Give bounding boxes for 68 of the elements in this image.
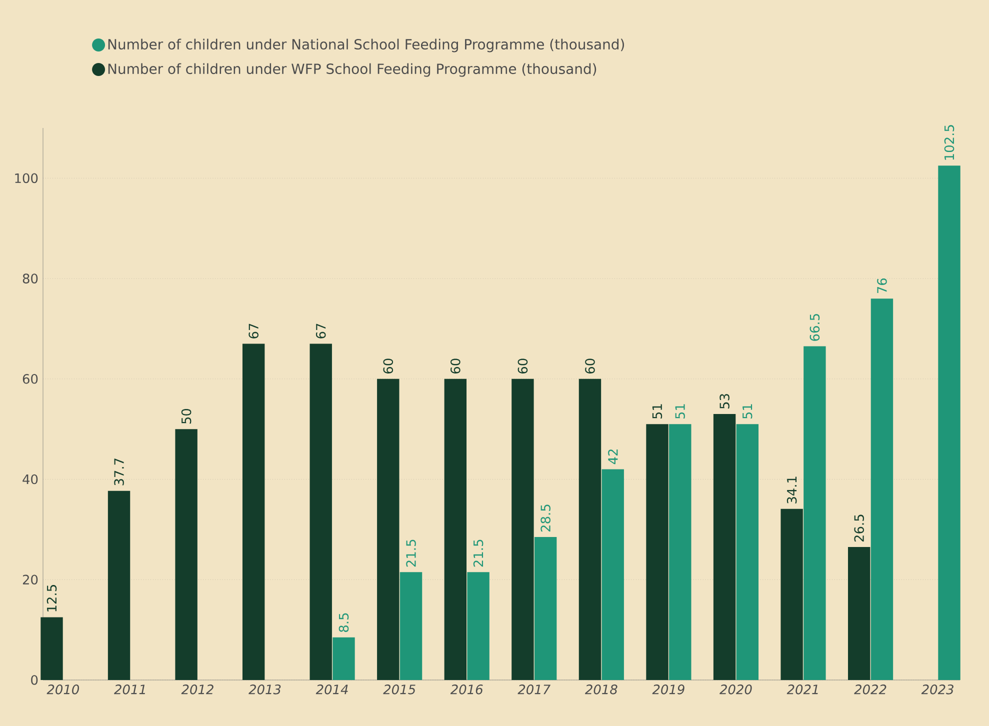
bar [534, 536, 557, 680]
data-label: 53 [720, 394, 730, 409]
x-tick-label: 2015 [383, 684, 416, 694]
data-label: 8.5 [338, 613, 349, 632]
data-label: 66.5 [810, 314, 820, 341]
data-label: 50 [181, 408, 192, 424]
bar [780, 508, 803, 680]
bar [848, 547, 870, 680]
bar [870, 298, 894, 680]
data-label: 28.5 [540, 504, 550, 532]
data-label: 67 [316, 324, 326, 338]
bar [602, 469, 624, 680]
x-tick-label: 2019 [652, 684, 684, 694]
data-label: 60 [450, 358, 460, 374]
bar [444, 378, 467, 680]
x-tick-label: 2011 [114, 684, 145, 694]
x-tick-label: 2012 [181, 684, 214, 694]
bar [713, 414, 736, 680]
x-tick-label: 2014 [316, 684, 348, 694]
data-label: 51 [652, 404, 662, 419]
y-tick-label: 100 [15, 173, 38, 184]
bar [736, 424, 759, 680]
data-label: 76 [877, 278, 887, 294]
data-label: 67 [248, 324, 258, 338]
y-tick-label: 80 [22, 274, 38, 284]
x-tick-label: 2016 [450, 684, 483, 694]
x-tick-label: 2018 [584, 684, 618, 694]
legend-label: Number of children under National School Feeding Programme (thousand) [108, 38, 624, 52]
data-label: 21.5 [406, 540, 416, 567]
bar [400, 572, 422, 680]
data-label: 21.5 [473, 540, 484, 567]
data-label: 37.7 [114, 458, 124, 486]
x-tick-label: 2010 [46, 684, 80, 694]
y-tick-label: 40 [22, 474, 38, 484]
bar [938, 166, 960, 680]
bar [332, 637, 355, 680]
bar [175, 429, 198, 680]
data-label: 12.5 [46, 585, 57, 612]
data-label: 42 [608, 450, 618, 464]
data-label: 51 [742, 404, 752, 419]
x-tick-label: 2013 [248, 684, 281, 694]
data-label: 60 [585, 358, 595, 374]
data-label: 51 [675, 404, 685, 419]
x-tick-label: 2017 [518, 684, 550, 694]
x-tick-label: 2023 [921, 684, 954, 694]
bar [108, 490, 130, 680]
x-tick-label: 2021 [786, 684, 818, 694]
bar [242, 344, 265, 680]
bar [646, 424, 668, 680]
data-label: 60 [518, 358, 528, 374]
data-label: 102.5 [944, 125, 954, 160]
bar [804, 346, 826, 680]
y-tick-label: 60 [22, 374, 38, 384]
y-tick-label: 20 [22, 574, 38, 585]
y-tick-label: 0 [31, 675, 38, 685]
bar [310, 344, 332, 680]
data-label: 60 [383, 358, 394, 374]
bar [512, 378, 534, 680]
data-label: 26.5 [854, 514, 864, 542]
bar [578, 378, 602, 680]
bar [40, 617, 63, 680]
bar [669, 424, 692, 680]
bar [467, 572, 490, 680]
data-label: 34.1 [786, 476, 797, 504]
x-tick-label: 2020 [720, 684, 752, 694]
x-tick-label: 2022 [854, 684, 886, 694]
bar [377, 378, 400, 680]
legend-label: Number of children under WFP School Feeding Programme (thousand) [108, 63, 596, 77]
